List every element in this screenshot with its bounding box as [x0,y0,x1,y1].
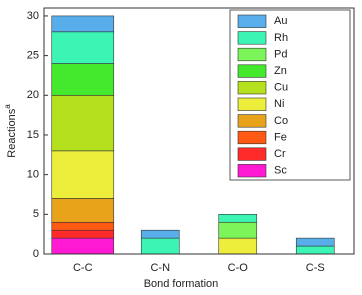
x-tick-label: C-C [73,262,93,274]
legend-label: Cr [274,148,286,160]
legend-swatch [237,47,267,62]
bar-segment [51,198,115,223]
legend-label: Au [274,15,287,27]
y-tick-label: 5 [33,208,39,220]
legend-label: Rh [274,32,288,44]
legend-label: Pd [274,48,287,60]
legend-swatch [237,164,267,178]
legend-swatch [237,14,267,28]
y-label-superscript: a [3,104,12,109]
legend-label: Ni [274,98,284,110]
legend-label: Cu [274,82,288,94]
y-tick-label: 15 [27,129,39,141]
x-tick-label: C-O [228,262,249,274]
plot-frame [43,7,355,255]
bar-segment [51,229,115,239]
legend-label: Co [274,115,288,127]
legend-swatch [237,31,267,45]
y-tick-label: 0 [33,248,39,260]
bar-segment [140,237,180,255]
bar-segment [218,214,258,223]
bar-segment [51,63,115,96]
bar-segment [51,15,115,33]
y-tick-label: 20 [27,89,39,101]
bar-segment [295,237,335,247]
legend-swatch [237,147,267,161]
bar-segment [51,94,115,152]
y-tick-label: 25 [27,50,39,62]
legend-label: Fe [274,131,287,143]
y-tick-label: 30 [27,10,39,22]
legend-swatch [237,114,267,128]
x-tick-label: C-N [150,262,170,274]
legend-swatch [237,81,267,95]
legend-swatch [237,130,267,145]
legend-label: Sc [274,165,287,177]
y-axis-label: Reactionsa [3,104,18,158]
legend-swatch [237,64,267,78]
y-label-text: Reactions [6,108,18,157]
x-tick-label: C-S [306,262,325,274]
bar-segment [295,245,335,255]
legend-label: Zn [274,65,287,77]
bar-segment [51,221,115,231]
bar-segment [51,31,115,64]
y-tick-label: 10 [27,169,39,181]
legend-swatch [237,97,267,111]
bar-segment [218,221,258,239]
bar-segment [140,229,180,239]
x-axis-label: Bond formation [144,278,219,290]
bar-segment [51,150,115,199]
bar-segment [218,237,258,255]
bar-segment [51,237,115,255]
